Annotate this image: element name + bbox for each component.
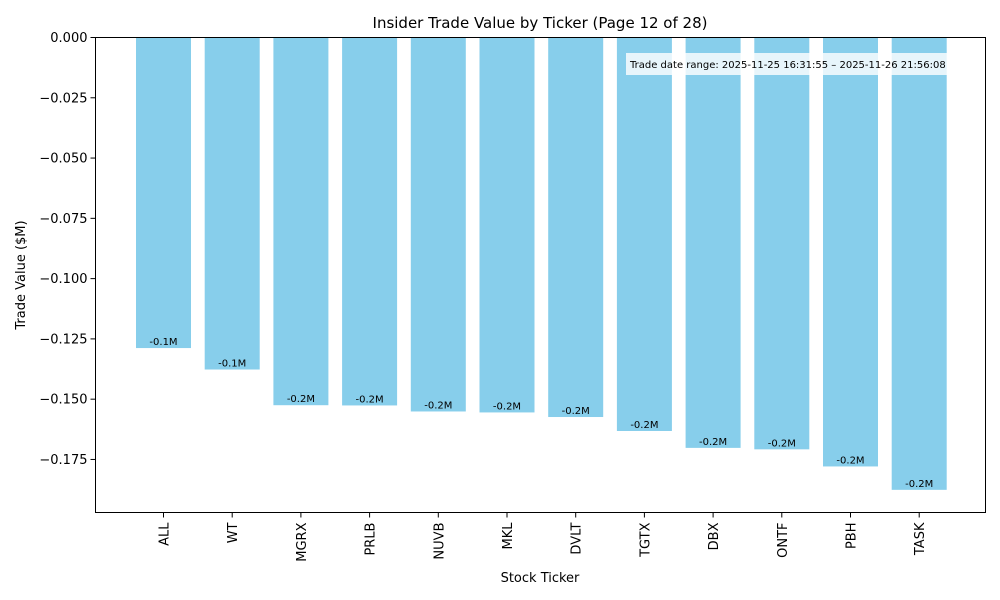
bar-wt xyxy=(204,37,260,370)
data-label: -0.2M xyxy=(287,394,315,405)
x-tick-label: PBH xyxy=(845,523,860,550)
plot-frame xyxy=(95,37,986,513)
x-tick-label: DVLT xyxy=(570,522,585,554)
y-tick-label: −0.125 xyxy=(39,332,87,347)
x-tick-label: WT xyxy=(226,522,241,543)
data-label: -0.2M xyxy=(768,438,796,449)
bar-tgtx xyxy=(616,37,672,432)
data-label: -0.2M xyxy=(905,479,933,490)
bar-prlb xyxy=(342,37,398,406)
chart-title: Insider Trade Value by Ticker (Page 12 o… xyxy=(373,14,708,32)
data-label: -0.2M xyxy=(424,400,452,411)
y-tick-label: 0.000 xyxy=(50,31,87,46)
data-label: -0.1M xyxy=(149,337,177,348)
x-tick-label: MGRX xyxy=(295,522,310,561)
x-tick-label: MKL xyxy=(501,522,516,550)
y-tick-label: −0.100 xyxy=(39,272,87,287)
data-label: -0.2M xyxy=(699,437,727,448)
x-tick-label: DBX xyxy=(707,522,722,550)
bars xyxy=(136,37,947,490)
data-label: -0.1M xyxy=(218,359,246,370)
x-axis-label: Stock Ticker xyxy=(501,571,580,586)
y-tick-label: −0.025 xyxy=(39,91,87,106)
data-label: -0.2M xyxy=(493,401,521,412)
x-tick-label: TASK xyxy=(913,522,928,556)
x-tick-label: NUVB xyxy=(432,523,447,560)
x-tick-label: ONTF xyxy=(776,523,791,558)
y-axis-label: Trade Value ($M) xyxy=(14,220,29,330)
bar-dvlt xyxy=(548,37,604,418)
y-axis-ticks: 0.000 −0.025 −0.050 −0.075 −0.100 −0.125 −0.15… xyxy=(39,31,96,468)
bar-mkl xyxy=(479,37,535,413)
data-label: -0.2M xyxy=(630,420,658,431)
x-tick-label: TGTX xyxy=(638,522,653,557)
x-tick-label: ALL xyxy=(158,522,173,546)
y-tick-label: −0.175 xyxy=(39,453,87,468)
data-label: -0.2M xyxy=(836,455,864,466)
bar-nuvb xyxy=(410,37,466,412)
x-tick-label: PRLB xyxy=(364,523,379,556)
data-label: -0.2M xyxy=(562,406,590,417)
bar-task xyxy=(891,37,947,490)
bar-dbx xyxy=(685,37,741,448)
annotation-text: Trade date range: 2025-11-25 16:31:55 – … xyxy=(629,60,946,71)
x-axis-ticks: ALL WT MGRX PRLB NUVB MKL DVLT TGTX DBX ONTF PBH TA… xyxy=(158,512,928,562)
bar-ontf xyxy=(754,37,810,450)
y-tick-label: −0.075 xyxy=(39,212,87,227)
date-range-annotation: Trade date range: 2025-11-25 16:31:55 – … xyxy=(626,53,985,75)
bar-mgrx xyxy=(273,37,329,406)
data-labels: -0.1M -0.1M -0.2M -0.2M -0.2M -0.2M -0.2M -0.2M… xyxy=(149,337,933,490)
bar-pbh xyxy=(823,37,878,467)
annotation-box xyxy=(626,53,985,75)
bar-all xyxy=(136,37,191,349)
data-label: -0.2M xyxy=(356,394,384,405)
y-tick-label: −0.050 xyxy=(39,152,87,167)
y-tick-label: −0.150 xyxy=(39,393,87,408)
